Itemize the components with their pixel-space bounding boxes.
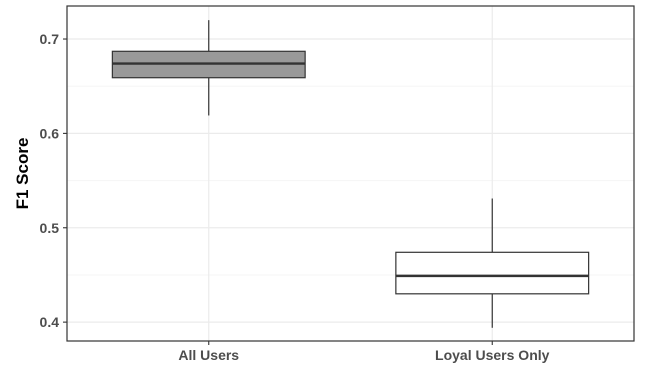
y-tick-label: 0.6 <box>40 125 60 141</box>
y-axis: 0.4 0.5 0.6 0.7 <box>40 31 67 330</box>
y-axis-title: F1 Score <box>13 138 32 210</box>
y-tick-label: 0.7 <box>40 31 60 47</box>
y-tick-label: 0.4 <box>40 314 60 330</box>
box-loyal-users-only <box>395 198 590 328</box>
panel-border <box>66 5 635 342</box>
box-body <box>395 251 590 295</box>
x-tick-label: Loyal Users Only <box>435 347 550 363</box>
x-tick-label: All Users <box>178 347 239 363</box>
y-tick-label: 0.5 <box>40 220 60 236</box>
box-all-users <box>111 20 306 116</box>
x-axis: All Users Loyal Users Only <box>178 341 550 363</box>
boxplot-series <box>111 20 590 328</box>
